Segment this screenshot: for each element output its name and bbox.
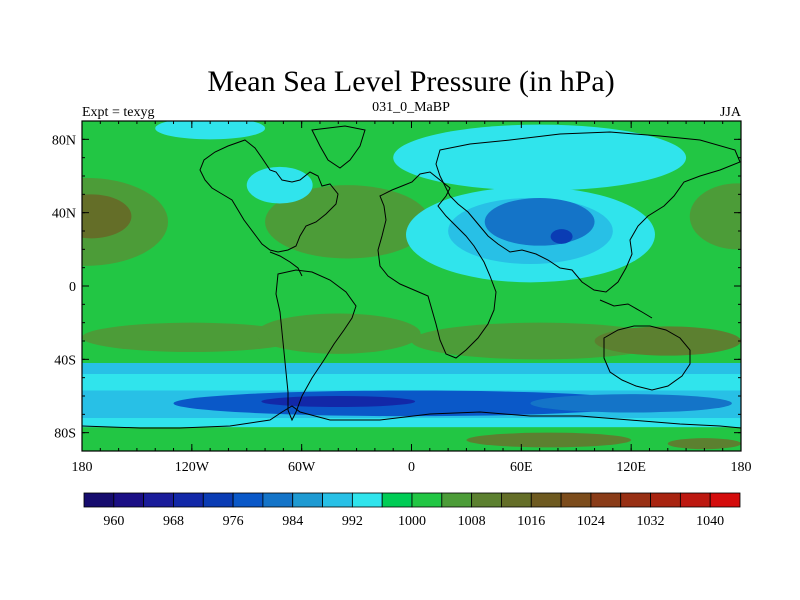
x-tick-label: 180 — [72, 460, 93, 475]
y-tick-label: 40N — [52, 207, 76, 222]
sh-high-pacific — [82, 322, 302, 352]
season-label: JJA — [720, 105, 742, 120]
arctic-edge — [155, 121, 266, 140]
x-tick-label: 120W — [175, 460, 210, 475]
map-field — [82, 121, 741, 451]
colorbar-box — [143, 492, 174, 508]
na-low — [246, 166, 313, 204]
x-tick-label: 60W — [288, 460, 316, 475]
sh-high-australia — [594, 326, 741, 356]
southern-trough-east — [530, 394, 732, 413]
coast-south-america — [275, 269, 357, 422]
colorbar-label: 1032 — [637, 514, 665, 529]
colorbar-box — [351, 492, 383, 508]
colorbar-label: 1008 — [458, 514, 486, 529]
colorbar-label: 968 — [163, 514, 184, 529]
time-label: 031_0_MaBP — [372, 100, 450, 115]
southern-trough-core — [261, 396, 416, 407]
coast-antarctica — [82, 405, 741, 429]
colorbar-box — [381, 492, 413, 508]
colorbar-box — [292, 492, 323, 508]
chart-title: Mean Sea Level Pressure (in hPa) — [207, 65, 614, 98]
colorbar-box — [232, 492, 264, 508]
colorbar-label: 1024 — [577, 514, 605, 529]
southern-trough — [173, 390, 650, 417]
colorbar-box — [501, 492, 532, 508]
colorbar-label: 1016 — [517, 514, 545, 529]
y-tick-label: 80N — [52, 133, 76, 148]
colorbar-box — [262, 492, 294, 508]
colorbar-box — [530, 492, 562, 508]
colorbar-box — [620, 492, 651, 508]
axes: 180 120W 60W 0 60E 120E 180 80N 40N 0 40S 80S — [52, 120, 752, 475]
colorbar-label: 1040 — [696, 514, 724, 529]
colorbar-box — [202, 492, 234, 508]
colorbar-box — [173, 492, 204, 508]
coast-greenland — [311, 125, 366, 169]
x-tick-label: 60E — [510, 460, 533, 475]
colorbar: 960 968 976 984 992 1000 1008 1016 1024 1032 1040 — [83, 492, 741, 529]
antarctic-ridge — [466, 432, 632, 448]
colorbar-box — [709, 492, 741, 508]
coast-north-america — [199, 139, 339, 253]
y-tick-label: 0 — [69, 280, 76, 295]
coast-asia — [435, 131, 741, 293]
colorbar-box — [322, 492, 353, 508]
band-south-sat — [82, 363, 741, 374]
x-tick-label: 0 — [408, 460, 415, 475]
eastern-pacific-high — [689, 183, 741, 250]
np-high — [82, 194, 132, 239]
y-tick-label: 80S — [54, 427, 76, 442]
colorbar-label: 960 — [103, 514, 124, 529]
colorbar-label: 1000 — [398, 514, 426, 529]
colorbar-box — [650, 492, 681, 508]
colorbar-box — [560, 492, 592, 508]
colorbar-label: 976 — [223, 514, 244, 529]
sh-high-atlantic — [255, 313, 421, 354]
colorbar-box — [411, 492, 443, 508]
band-south-polar — [82, 418, 741, 428]
coast-australia — [603, 325, 691, 391]
colorbar-label: 992 — [342, 514, 363, 529]
colorbar-box — [590, 492, 622, 508]
experiment-label: Expt = texyg — [82, 105, 154, 120]
pressure-contours — [82, 121, 741, 450]
band-south-mid — [82, 374, 741, 391]
arctic-low — [393, 124, 687, 191]
y-tick-label: 40S — [54, 353, 76, 368]
colorbar-label: 984 — [282, 514, 303, 529]
coast-maritime — [599, 299, 653, 319]
x-tick-label: 180 — [731, 460, 752, 475]
antarctic-ridge-east — [667, 438, 741, 450]
na-high — [265, 185, 430, 259]
x-tick-label: 120E — [616, 460, 646, 475]
colorbar-box — [83, 492, 115, 508]
colorbar-box — [113, 492, 145, 508]
asian-low-center — [550, 229, 573, 244]
colorbar-box — [471, 492, 502, 508]
coastlines — [82, 125, 741, 429]
asian-low-core — [484, 198, 595, 246]
colorbar-box — [679, 492, 711, 508]
coast-europe-africa — [377, 171, 497, 359]
colorbar-box — [441, 492, 473, 508]
